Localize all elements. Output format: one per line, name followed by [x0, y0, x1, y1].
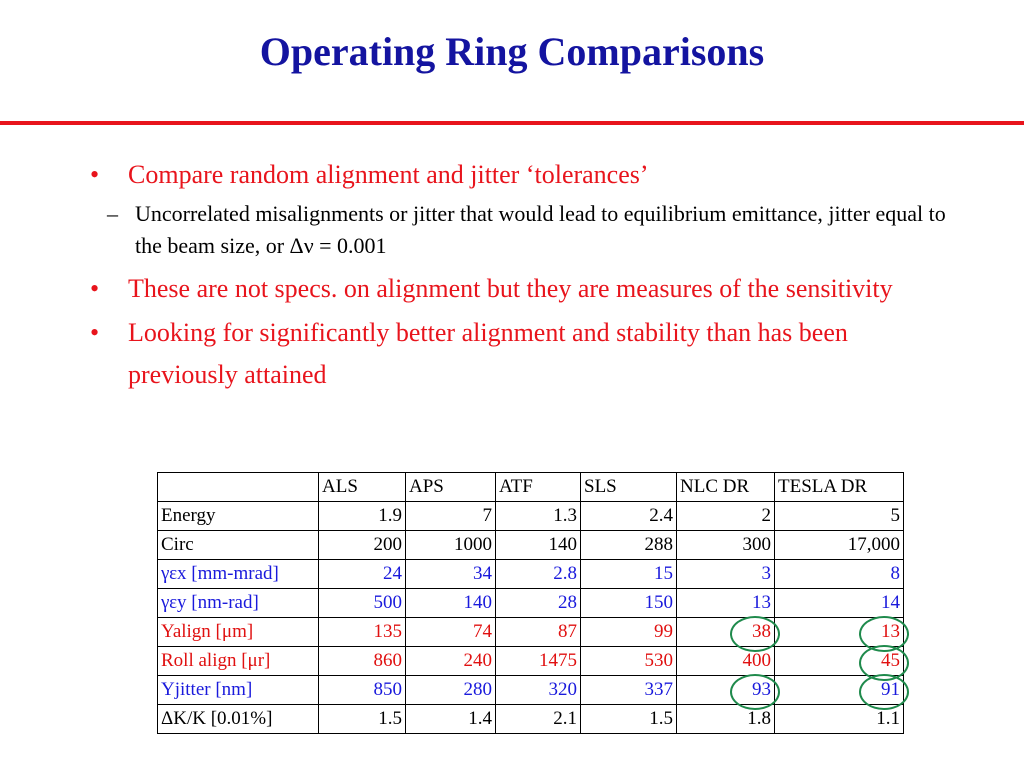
cell: 2.1 — [495, 704, 581, 734]
cell: 14 — [774, 588, 904, 618]
header-cell: NLC DR — [676, 472, 775, 502]
cell: 34 — [405, 559, 496, 589]
cell: 1000 — [405, 530, 496, 560]
cell: 2 — [676, 501, 775, 531]
cell: 8 — [774, 559, 904, 589]
table-row: Roll align [μr] 860 240 1475 530 400 45 — [157, 645, 910, 682]
row-label: γεx [mm-mrad] — [157, 559, 319, 589]
row-label: Yjitter [nm] — [157, 675, 319, 705]
cell: 91 — [774, 674, 910, 711]
title-rule — [0, 121, 1024, 125]
cell: 3 — [676, 559, 775, 589]
cell: 850 — [318, 675, 406, 705]
cell: 860 — [318, 646, 406, 676]
table-row: Yjitter [nm] 850 280 320 337 93 91 — [157, 674, 910, 711]
cell: 200 — [318, 530, 406, 560]
cell: 13 — [774, 616, 910, 653]
cell: 240 — [405, 646, 496, 676]
cell: 1.3 — [495, 501, 581, 531]
cell: 1.9 — [318, 501, 406, 531]
cell: 1.5 — [318, 704, 406, 734]
sub-bullet: Uncorrelated misalignments or jitter tha… — [107, 198, 950, 262]
bullet: Looking for significantly better alignme… — [90, 312, 950, 396]
bullet-list: Compare random alignment and jitter ‘tol… — [90, 154, 950, 398]
table-row: γεx [mm-mrad] 24 34 2.8 15 3 8 — [157, 559, 904, 589]
cell: 38 — [676, 616, 781, 653]
cell: 140 — [405, 588, 496, 618]
cell: 288 — [580, 530, 677, 560]
table-row: γεy [nm-rad] 500 140 28 150 13 14 — [157, 588, 904, 618]
row-label: ΔK/K [0.01%] — [157, 704, 319, 734]
row-label: Yalign [μm] — [157, 617, 319, 647]
header-cell — [157, 472, 319, 502]
table-row: Energy 1.9 7 1.3 2.4 2 5 — [157, 501, 904, 531]
row-label: γεy [nm-rad] — [157, 588, 319, 618]
cell: 1475 — [495, 646, 581, 676]
cell: 7 — [405, 501, 496, 531]
bullet: These are not specs. on alignment but th… — [90, 268, 950, 310]
row-label: Roll align [μr] — [157, 646, 319, 676]
cell: 87 — [495, 617, 581, 647]
bullet: Compare random alignment and jitter ‘tol… — [90, 154, 950, 196]
cell: 13 — [676, 588, 775, 618]
header-cell: APS — [405, 472, 496, 502]
header-row: ALS APS ATF SLS NLC DR TESLA DR — [157, 472, 904, 502]
cell: 280 — [405, 675, 496, 705]
row-label: Circ — [157, 530, 319, 560]
cell: 1.4 — [405, 704, 496, 734]
cell: 320 — [495, 675, 581, 705]
table-row: ΔK/K [0.01%] 1.5 1.4 2.1 1.5 1.8 1.1 — [157, 704, 904, 734]
cell: 93 — [676, 674, 781, 711]
header-cell: SLS — [580, 472, 677, 502]
cell: 74 — [405, 617, 496, 647]
cell: 2.4 — [580, 501, 677, 531]
cell: 99 — [580, 617, 677, 647]
cell: 400 — [676, 646, 775, 676]
cell: 28 — [495, 588, 581, 618]
cell: 150 — [580, 588, 677, 618]
cell: 5 — [774, 501, 904, 531]
cell: 500 — [318, 588, 406, 618]
cell: 45 — [774, 645, 910, 682]
cell: 300 — [676, 530, 775, 560]
table-row: Circ 200 1000 140 288 300 17,000 — [157, 530, 904, 560]
header-cell: ATF — [495, 472, 581, 502]
cell: 140 — [495, 530, 581, 560]
row-label: Energy — [157, 501, 319, 531]
header-cell: TESLA DR — [774, 472, 904, 502]
slide-title: Operating Ring Comparisons — [259, 29, 765, 74]
header-cell: ALS — [318, 472, 406, 502]
cell: 2.8 — [495, 559, 581, 589]
cell: 15 — [580, 559, 677, 589]
cell: 17,000 — [774, 530, 904, 560]
table-row: Yalign [μm] 135 74 87 99 38 13 — [157, 616, 910, 653]
cell: 530 — [580, 646, 677, 676]
cell: 337 — [580, 675, 677, 705]
cell: 1.8 — [676, 704, 775, 734]
cell: 1.1 — [774, 704, 904, 734]
cell: 24 — [318, 559, 406, 589]
cell: 135 — [318, 617, 406, 647]
cell: 1.5 — [580, 704, 677, 734]
comparison-table: ALS APS ATF SLS NLC DR TESLA DR Energy 1.9 7 1.3 2… — [157, 472, 910, 734]
